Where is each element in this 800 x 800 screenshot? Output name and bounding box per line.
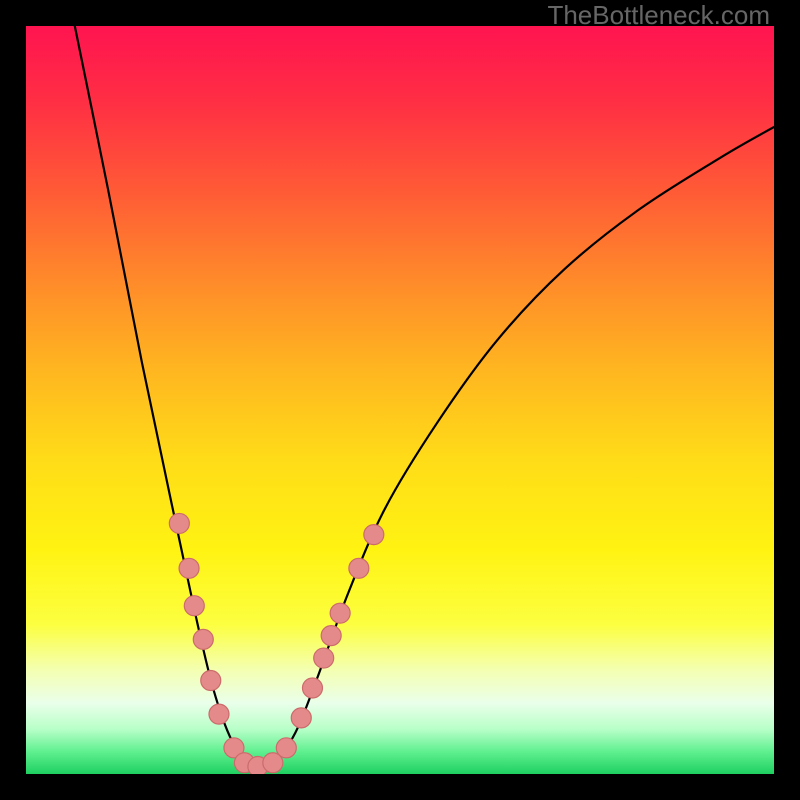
curve-marker [364,525,384,545]
curve-marker [179,558,199,578]
curve-marker [349,558,369,578]
curve-marker [201,671,221,691]
curve-layer [26,26,774,774]
plot-area [26,26,774,774]
curve-marker [330,603,350,623]
watermark-text: TheBottleneck.com [547,0,770,31]
curve-marker [193,629,213,649]
curve-marker [209,704,229,724]
curve-marker [169,513,189,533]
chart-frame [0,774,800,800]
curve-marker [302,678,322,698]
chart-frame [0,0,26,800]
curve-marker [291,708,311,728]
bottleneck-curve [67,26,774,766]
curve-marker [314,648,334,668]
curve-marker [321,626,341,646]
chart-frame [774,0,800,800]
curve-marker [276,738,296,758]
curve-marker [184,596,204,616]
